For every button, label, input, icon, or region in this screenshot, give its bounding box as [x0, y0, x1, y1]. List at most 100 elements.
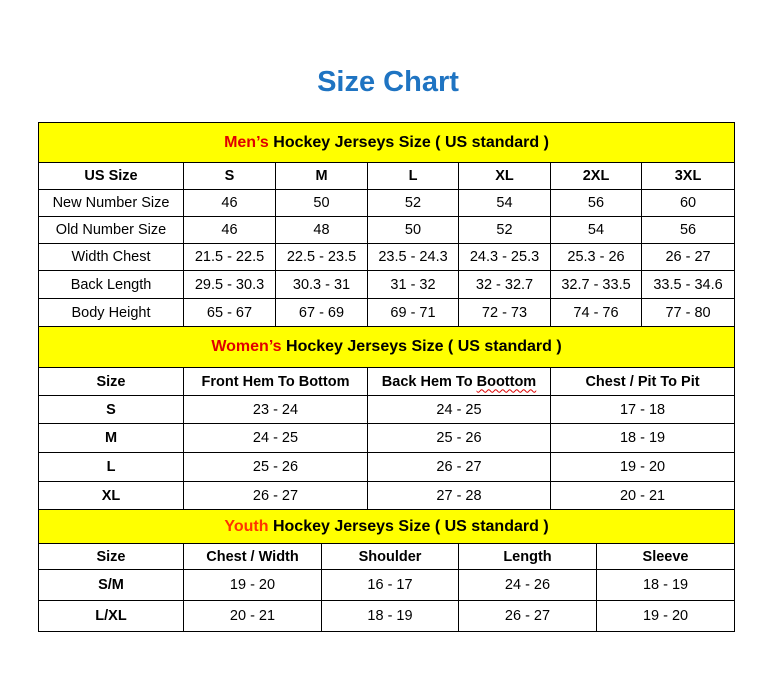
table-cell: 16 - 17: [321, 569, 459, 601]
row-label: Old Number Size: [38, 216, 184, 244]
table-cell: 72 - 73: [458, 298, 551, 327]
column-header-label: Shoulder: [358, 548, 422, 565]
womens-section-header: Women’s Hockey Jerseys Size ( US standar…: [37, 326, 736, 368]
womens-header-text: Hockey Jerseys Size ( US standard ): [281, 338, 562, 355]
youth-section-header: Youth Hockey Jerseys Size ( US standard …: [37, 509, 736, 544]
column-header: XL: [458, 162, 551, 190]
table-cell: 26 - 27: [640, 243, 736, 271]
table-cell: 31 - 32: [367, 270, 459, 299]
column-header: S: [183, 162, 276, 190]
mens-section-header: Men’s Hockey Jerseys Size ( US standard …: [37, 122, 736, 163]
table-cell: 23.5 - 24.3: [367, 243, 459, 271]
table-row: Old Number Size 46 48 50 52 54 56: [38, 216, 736, 244]
table-cell: 32.7 - 33.5: [550, 270, 642, 299]
table-cell: 24.3 - 25.3: [458, 243, 551, 271]
table-cell: 19 - 20: [549, 452, 736, 482]
table-cell: 50: [275, 189, 368, 217]
table-row: New Number Size 46 50 52 54 56 60: [38, 189, 736, 217]
column-header: 2XL: [550, 162, 642, 190]
table-cell: 50: [367, 216, 459, 244]
table-cell: 65 - 67: [183, 298, 276, 327]
row-label: S: [38, 395, 184, 424]
column-header-label: Chest / Pit To Pit: [585, 373, 700, 390]
table-cell: 67 - 69: [275, 298, 368, 327]
column-header-label: M: [315, 168, 328, 184]
table-cell: 54: [550, 216, 642, 244]
table-cell: 24 - 25: [183, 423, 368, 453]
table-cell: 77 - 80: [640, 298, 736, 327]
table-cell: 74 - 76: [550, 298, 642, 327]
row-label: M: [38, 423, 184, 453]
table-row: Width Chest 21.5 - 22.5 22.5 - 23.5 23.5 - …: [38, 243, 736, 271]
table-cell: 17 - 18: [549, 395, 736, 424]
table-cell: 19 - 20: [595, 600, 736, 632]
table-row: M 24 - 25 25 - 26 18 - 19: [38, 423, 736, 453]
mens-header-text: Hockey Jerseys Size ( US standard ): [268, 133, 549, 151]
table-cell: 60: [640, 189, 736, 217]
column-header-label: US Size: [84, 168, 138, 184]
table-row: S 23 - 24 24 - 25 17 - 18: [38, 395, 736, 424]
table-cell: 18 - 19: [595, 569, 736, 601]
table-cell: 33.5 - 34.6: [640, 270, 736, 299]
row-label: S/M: [38, 569, 184, 601]
table-cell: 52: [458, 216, 551, 244]
column-header: Back Hem To Boottom: [367, 367, 551, 396]
table-cell: 22.5 - 23.5: [275, 243, 368, 271]
row-label: Body Height: [38, 298, 184, 327]
mens-accent: Men’s: [224, 133, 269, 151]
column-header-label: Sleeve: [642, 548, 689, 565]
table-row: XL 26 - 27 27 - 28 20 - 21: [38, 481, 736, 510]
table-cell: 26 - 27: [183, 481, 368, 510]
table-row: L 25 - 26 26 - 27 19 - 20: [38, 452, 736, 482]
row-label: Width Chest: [38, 243, 184, 271]
column-header: Length: [458, 543, 597, 570]
column-header-label: Back Hem To Boottom: [381, 373, 537, 390]
page-title: Size Chart: [317, 66, 459, 98]
table-row: S/M 19 - 20 16 - 17 24 - 26 18 - 19: [38, 569, 736, 601]
youth-size-table: Youth Hockey Jerseys Size ( US standard …: [37, 509, 736, 632]
table-cell: 25 - 26: [183, 452, 368, 482]
column-header-label: 2XL: [582, 168, 610, 184]
table-cell: 29.5 - 30.3: [183, 270, 276, 299]
column-header-label: Front Hem To Bottom: [201, 373, 350, 390]
table-cell: 69 - 71: [367, 298, 459, 327]
table-cell: 52: [367, 189, 459, 217]
column-header: M: [275, 162, 368, 190]
spellcheck-word: Boottom: [476, 373, 537, 390]
table-cell: 20 - 21: [183, 600, 322, 632]
column-header-label: Length: [503, 548, 552, 565]
row-label: L: [38, 452, 184, 482]
youth-accent: Youth: [224, 517, 269, 535]
table-cell: 56: [550, 189, 642, 217]
table-cell: 18 - 19: [321, 600, 459, 632]
row-label: New Number Size: [38, 189, 184, 217]
table-cell: 25 - 26: [367, 423, 551, 453]
youth-column-headers: Size Chest / Width Shoulder Length Sleeve: [38, 543, 736, 570]
womens-column-headers: Size Front Hem To Bottom Back Hem To Boott…: [38, 367, 736, 396]
column-header: L: [367, 162, 459, 190]
table-cell: 26 - 27: [367, 452, 551, 482]
youth-header-text: Hockey Jerseys Size ( US standard ): [268, 517, 549, 535]
table-cell: 32 - 32.7: [458, 270, 551, 299]
table-cell: 27 - 28: [367, 481, 551, 510]
column-header: Front Hem To Bottom: [183, 367, 368, 396]
mens-size-table: Men’s Hockey Jerseys Size ( US standard …: [37, 122, 736, 327]
column-header: 3XL: [640, 162, 736, 190]
table-cell: 46: [183, 189, 276, 217]
column-header-label: S: [224, 168, 235, 184]
table-row: Back Length 29.5 - 30.3 30.3 - 31 31 - 32 32…: [38, 270, 736, 299]
column-header: Chest / Width: [183, 543, 322, 570]
table-cell: 24 - 25: [367, 395, 551, 424]
table-cell: 23 - 24: [183, 395, 368, 424]
row-label: Back Length: [38, 270, 184, 299]
table-cell: 54: [458, 189, 551, 217]
column-header: US Size: [38, 162, 184, 190]
column-header: Size: [38, 543, 184, 570]
table-cell: 25.3 - 26: [550, 243, 642, 271]
mens-column-headers: US Size S M L XL 2XL 3XL: [38, 162, 736, 190]
table-cell: 48: [275, 216, 368, 244]
column-header-label: XL: [495, 168, 514, 184]
table-row: L/XL 20 - 21 18 - 19 26 - 27 19 - 20: [38, 600, 736, 632]
table-cell: 18 - 19: [549, 423, 736, 453]
column-header-label: L: [408, 168, 418, 184]
